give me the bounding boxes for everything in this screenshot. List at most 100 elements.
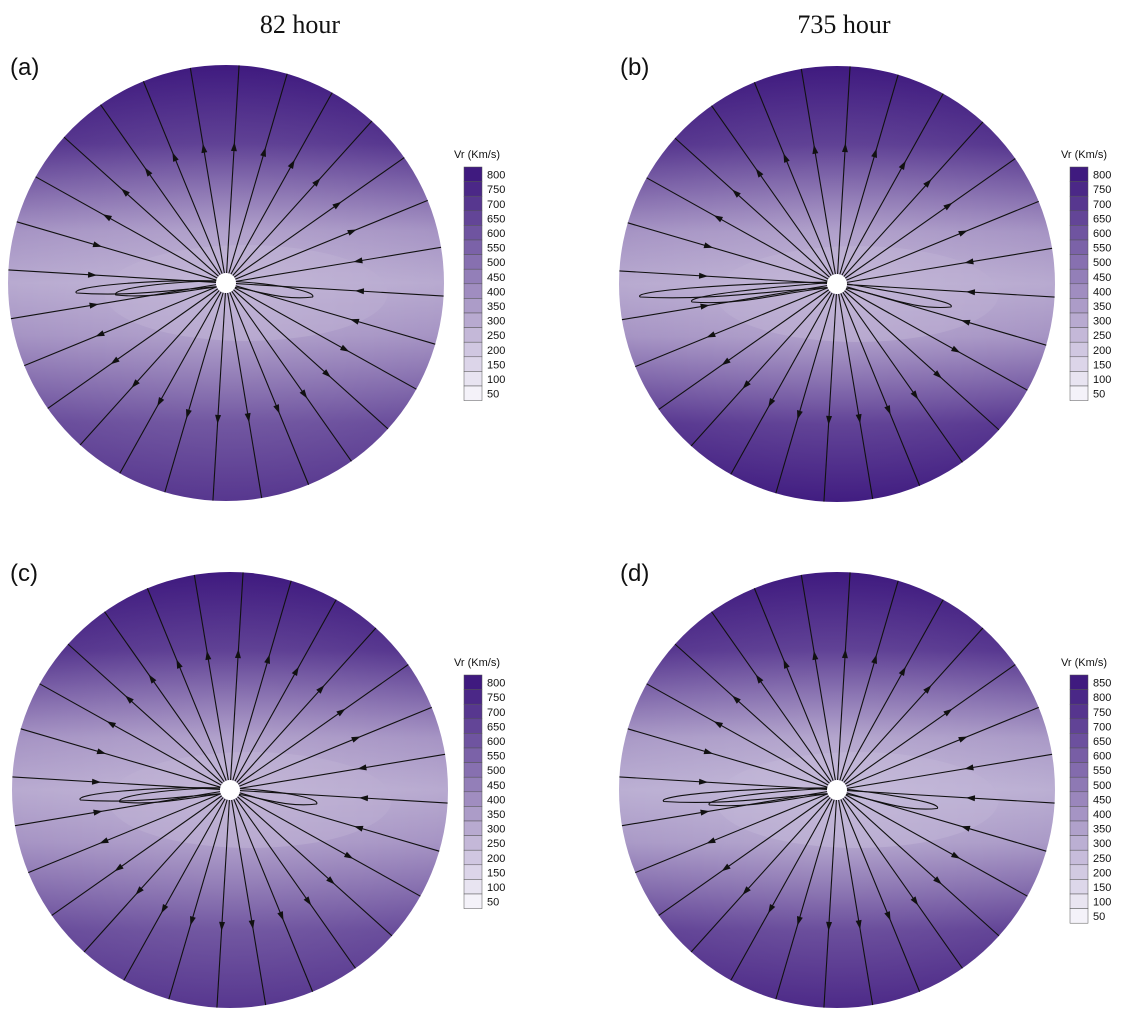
streamline-arrow	[234, 649, 241, 659]
current-sheet-loops	[662, 787, 938, 810]
streamline-arrow	[933, 876, 942, 885]
streamline	[775, 799, 835, 1000]
colorbar-swatch	[1069, 893, 1089, 909]
streamline	[841, 93, 944, 276]
colorbar-tick: 250	[487, 838, 505, 850]
colorbar-swatch	[463, 166, 483, 182]
streamline	[690, 291, 831, 447]
colorbar-swatch	[463, 181, 483, 197]
colorbar-tick: 400	[487, 794, 505, 806]
streamline-arrow	[703, 242, 714, 249]
streamline	[164, 292, 224, 493]
streamline-arrow	[201, 143, 208, 154]
streamline-arrow	[248, 919, 255, 930]
colorbar-tick: 500	[1093, 780, 1111, 792]
colorbar: Vr (Km/s) 800 750 700 650 600 550 500 450 400 350 3…	[454, 657, 505, 909]
colorbar-tick: 300	[487, 316, 505, 328]
streamline	[842, 797, 963, 969]
streamline	[239, 706, 432, 787]
streamline-arrow	[700, 809, 710, 816]
colorbar-swatch	[463, 283, 483, 299]
colorbar-swatch	[1069, 356, 1089, 372]
colorbar-swatch	[463, 327, 483, 343]
streamline	[690, 797, 831, 953]
streamline-arrow	[347, 229, 357, 236]
streamline-arrow	[768, 903, 776, 914]
streamline-arrow	[161, 903, 169, 914]
streamline-arrow	[287, 159, 295, 170]
colorbar-tick: 250	[1093, 330, 1111, 342]
colorbar-tick: 600	[487, 736, 505, 748]
panel-d: (d) Vr (Km/s) 850 800 750 700 650 600 550 500 450 4…	[619, 560, 1111, 1008]
colorbar-swatch	[463, 733, 483, 749]
colorbar-swatch	[463, 835, 483, 851]
colorbar-swatch	[1069, 718, 1089, 734]
streamline	[236, 627, 377, 783]
loop-streamline	[662, 787, 838, 803]
streamline-arrow	[93, 809, 103, 816]
streamline	[753, 82, 834, 275]
colorbar-swatch	[1069, 341, 1089, 358]
streamline-arrow	[89, 302, 99, 309]
colorbar-tick: 150	[487, 359, 505, 371]
streamline-arrow	[87, 271, 98, 278]
streamline-arrow	[312, 178, 321, 187]
colorbar-tick: 250	[487, 330, 505, 342]
colorbar-swatch	[1069, 239, 1089, 255]
streamline-arrow	[943, 708, 953, 717]
streamline-arrow	[102, 214, 113, 222]
colorbar-swatch	[463, 674, 483, 690]
colorbar-swatch	[1069, 298, 1089, 314]
streamline-arrow	[332, 201, 342, 210]
streamline	[104, 611, 225, 783]
streamline	[838, 799, 874, 1006]
streamline-arrow	[186, 409, 192, 419]
streamline-arrow	[964, 764, 974, 771]
streamline-arrow	[357, 764, 367, 771]
streamline	[189, 67, 225, 274]
inner-boundary	[827, 274, 847, 294]
streamline-arrow	[732, 695, 741, 704]
streamline	[846, 247, 1053, 283]
streamline	[63, 136, 219, 277]
colorbar-swatch	[463, 239, 483, 255]
colorbar-swatch	[463, 210, 483, 226]
colorbar-swatch	[463, 776, 483, 793]
colorbar-swatch	[463, 312, 483, 328]
colorbar-swatch	[1069, 689, 1089, 705]
colorbar-tick: 350	[487, 809, 505, 821]
colorbar-tick: 500	[1093, 257, 1111, 269]
streamline	[621, 791, 828, 827]
streamline-arrow	[144, 167, 153, 177]
colorbar-tick: 350	[1093, 824, 1111, 836]
streamline-arrow	[299, 389, 308, 399]
streamline	[233, 799, 314, 992]
streamline-arrow	[826, 921, 833, 931]
streamline-arrow	[755, 168, 764, 178]
streamline-arrow	[91, 778, 102, 785]
streamline-arrow	[884, 405, 891, 415]
streamline	[231, 799, 267, 1006]
streamline	[233, 157, 405, 278]
streamline	[846, 200, 1039, 281]
streamline	[235, 797, 356, 969]
colorbar-tick: 800	[1093, 170, 1111, 182]
colorbar-tick: 200	[487, 853, 505, 865]
streamline-arrow	[698, 778, 709, 785]
streamline	[234, 599, 337, 782]
streamline	[235, 283, 444, 297]
streamline-arrow	[950, 851, 961, 859]
streamline-arrow	[277, 911, 284, 921]
streamline-arrow	[910, 390, 919, 400]
streamline	[837, 66, 851, 275]
colorbar-tick: 700	[487, 707, 505, 719]
colorbar-swatch	[463, 385, 483, 401]
streamline-arrow	[131, 379, 140, 388]
streamline	[627, 222, 828, 282]
colorbar-tick: 100	[1093, 374, 1111, 386]
streamline-arrow	[351, 736, 361, 743]
streamline-arrow	[898, 666, 906, 677]
streamline	[168, 799, 228, 1000]
colorbar-swatch	[463, 849, 483, 866]
streamline	[235, 199, 428, 280]
